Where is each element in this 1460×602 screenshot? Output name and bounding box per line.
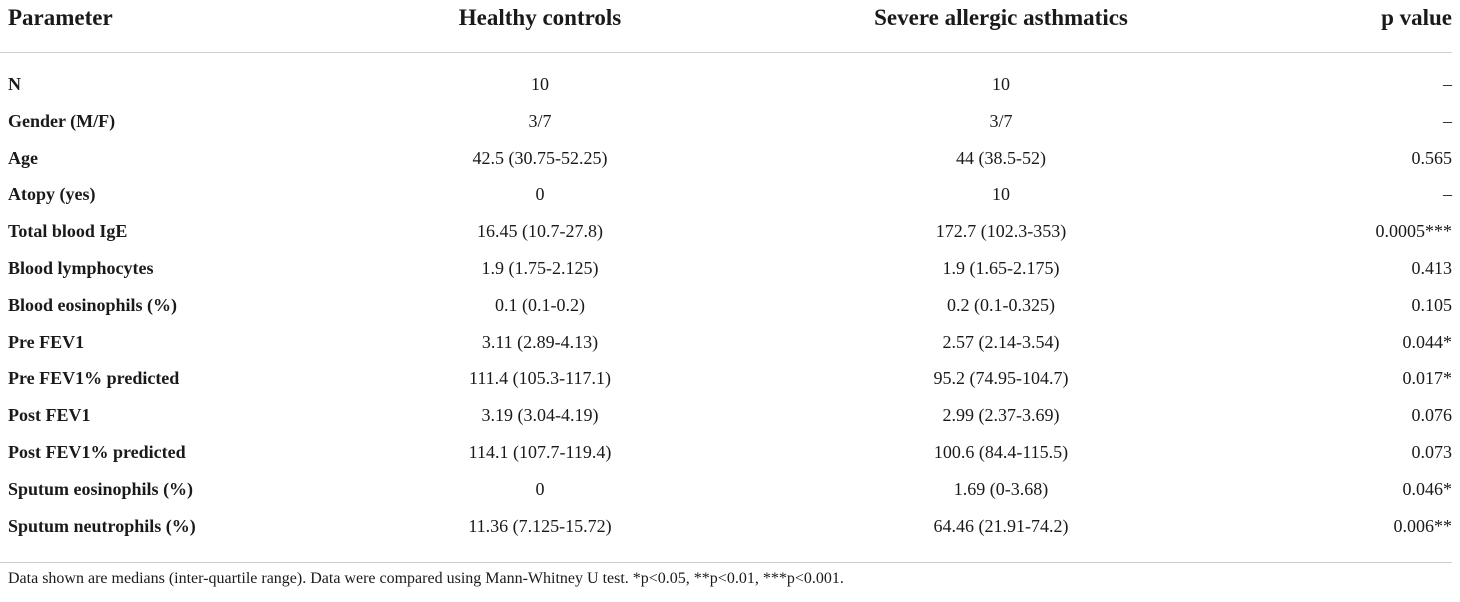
cell-p-value: 0.105 bbox=[1411, 294, 1453, 315]
table-row: N 10 10 – bbox=[0, 66, 1460, 103]
cell-parameter: N bbox=[8, 74, 21, 94]
cell-healthy: 0 bbox=[535, 184, 545, 205]
cell-parameter: Blood lymphocytes bbox=[8, 257, 154, 278]
header-healthy-controls: Healthy controls bbox=[458, 5, 622, 30]
cell-parameter: Pre FEV1 bbox=[8, 331, 85, 352]
cell-p-value: 0.0005*** bbox=[1375, 221, 1453, 242]
table-row: Age 42.5 (30.75-52.25) 44 (38.5-52) 0.56… bbox=[0, 140, 1460, 177]
cell-parameter: Atopy (yes) bbox=[8, 184, 96, 205]
header-parameter: Parameter bbox=[8, 5, 113, 30]
cell-parameter: Sputum neutrophils (%) bbox=[8, 515, 196, 536]
table-footnote: Data shown are medians (inter-quartile r… bbox=[8, 570, 844, 587]
table-header-row: Parameter Healthy controls Severe allerg… bbox=[0, 0, 1460, 40]
header-p-value: p value bbox=[1381, 5, 1452, 30]
cell-p-value: 0.413 bbox=[1411, 257, 1453, 278]
table-row: Post FEV1% predicted 114.1 (107.7-119.4)… bbox=[0, 434, 1460, 471]
cell-healthy: 42.5 (30.75-52.25) bbox=[472, 147, 608, 168]
cell-p-value: – bbox=[1443, 110, 1452, 131]
cell-parameter: Blood eosinophils (%) bbox=[8, 294, 178, 315]
table-row: Blood lymphocytes 1.9 (1.75-2.125) 1.9 (… bbox=[0, 250, 1460, 287]
cell-severe: 64.46 (21.91-74.2) bbox=[933, 515, 1069, 536]
header-severe-allergic-asthmatics: Severe allergic asthmatics bbox=[874, 5, 1128, 30]
cell-healthy: 0 bbox=[535, 478, 545, 499]
cell-p-value: 0.565 bbox=[1411, 147, 1453, 168]
cell-severe: 172.7 (102.3-353) bbox=[935, 221, 1067, 242]
cell-parameter: Total blood IgE bbox=[8, 221, 128, 242]
footer-divider bbox=[0, 562, 1452, 563]
cell-p-value: – bbox=[1443, 74, 1452, 94]
cell-healthy: 10 bbox=[531, 74, 549, 94]
cell-parameter: Gender (M/F) bbox=[8, 110, 116, 131]
cell-severe: 2.99 (2.37-3.69) bbox=[942, 405, 1060, 426]
cell-severe: 3/7 bbox=[989, 110, 1013, 131]
cell-p-value: 0.076 bbox=[1411, 405, 1453, 426]
table-row: Sputum eosinophils (%) 0 1.69 (0-3.68) 0… bbox=[0, 471, 1460, 508]
table-row: Pre FEV1% predicted 111.4 (105.3-117.1) … bbox=[0, 360, 1460, 397]
cell-severe: 0.2 (0.1-0.325) bbox=[947, 294, 1055, 315]
cell-p-value: 0.044* bbox=[1402, 331, 1453, 352]
cell-healthy: 111.4 (105.3-117.1) bbox=[469, 368, 611, 389]
cell-healthy: 114.1 (107.7-119.4) bbox=[468, 441, 612, 462]
cell-p-value: – bbox=[1443, 184, 1452, 205]
cell-severe: 10 bbox=[992, 74, 1010, 94]
table-row: Post FEV1 3.19 (3.04-4.19) 2.99 (2.37-3.… bbox=[0, 397, 1460, 434]
cell-parameter: Age bbox=[8, 147, 38, 168]
cell-parameter: Pre FEV1% predicted bbox=[8, 368, 180, 389]
cell-healthy: 16.45 (10.7-27.8) bbox=[477, 221, 603, 242]
cell-severe: 2.57 (2.14-3.54) bbox=[942, 331, 1060, 352]
cell-severe: 1.9 (1.65-2.175) bbox=[942, 257, 1060, 278]
header-divider bbox=[0, 52, 1452, 53]
cell-healthy: 1.9 (1.75-2.125) bbox=[481, 257, 599, 278]
table-row: Pre FEV1 3.11 (2.89-4.13) 2.57 (2.14-3.5… bbox=[0, 324, 1460, 361]
table-row: Atopy (yes) 0 10 – bbox=[0, 176, 1460, 213]
cell-p-value: 0.046* bbox=[1402, 478, 1453, 499]
cell-severe: 1.69 (0-3.68) bbox=[953, 478, 1049, 499]
cell-healthy: 0.1 (0.1-0.2) bbox=[495, 294, 585, 315]
cell-healthy: 3/7 bbox=[528, 110, 552, 131]
table-row: Gender (M/F) 3/7 3/7 – bbox=[0, 103, 1460, 140]
table-row: Sputum neutrophils (%) 11.36 (7.125-15.7… bbox=[0, 508, 1460, 545]
cell-p-value: 0.017* bbox=[1402, 368, 1453, 389]
cell-healthy: 3.19 (3.04-4.19) bbox=[481, 405, 599, 426]
cell-parameter: Post FEV1% predicted bbox=[8, 441, 186, 462]
cell-severe: 95.2 (74.95-104.7) bbox=[933, 368, 1069, 389]
cell-severe: 44 (38.5-52) bbox=[956, 147, 1046, 168]
cell-severe: 100.6 (84.4-115.5) bbox=[933, 441, 1069, 462]
cell-healthy: 11.36 (7.125-15.72) bbox=[468, 515, 612, 536]
cell-parameter: Sputum eosinophils (%) bbox=[8, 478, 194, 499]
cell-p-value: 0.006** bbox=[1393, 515, 1453, 536]
cell-healthy: 3.11 (2.89-4.13) bbox=[481, 331, 599, 352]
cell-p-value: 0.073 bbox=[1411, 441, 1453, 462]
cell-parameter: Post FEV1 bbox=[8, 405, 91, 426]
table-body: N 10 10 – Gender (M/F) 3/7 3/7 – Age 42.… bbox=[0, 66, 1460, 544]
table-row: Total blood IgE 16.45 (10.7-27.8) 172.7 … bbox=[0, 213, 1460, 250]
table-row: Blood eosinophils (%) 0.1 (0.1-0.2) 0.2 … bbox=[0, 287, 1460, 324]
cell-severe: 10 bbox=[992, 184, 1010, 205]
